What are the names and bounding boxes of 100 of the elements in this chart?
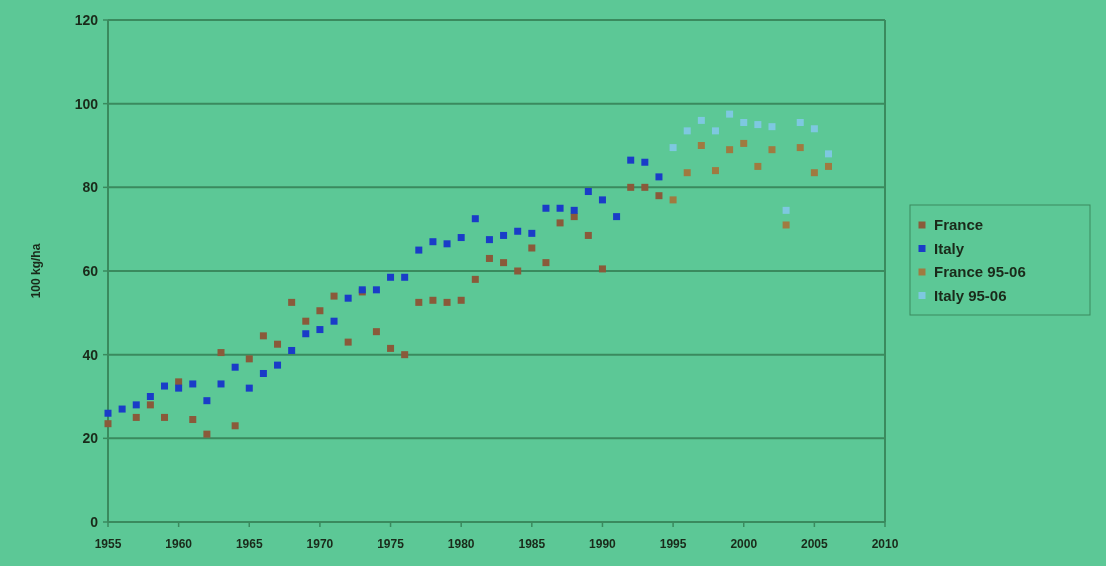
point: [401, 351, 409, 359]
point: [697, 116, 705, 124]
point: [161, 382, 169, 390]
point: [457, 296, 465, 304]
point: [203, 430, 211, 438]
point: [598, 265, 606, 273]
point: [104, 409, 112, 417]
point: [514, 267, 522, 275]
point: [429, 238, 437, 246]
point: [697, 142, 705, 149]
point: [824, 150, 832, 158]
point: [274, 340, 282, 348]
point: [782, 221, 790, 229]
legend-label: Italy: [934, 239, 965, 257]
legend-label: Italy 95-06: [934, 286, 1007, 304]
x-tick-label: 1990: [589, 537, 617, 551]
point: [231, 422, 239, 430]
point: [542, 204, 550, 212]
point: [528, 229, 536, 237]
point: [245, 384, 253, 392]
point: [669, 196, 677, 204]
point: [810, 169, 818, 177]
point: [316, 326, 324, 334]
point: [584, 231, 592, 239]
point: [500, 231, 508, 239]
point: [443, 298, 451, 306]
point: [344, 294, 352, 302]
point: [146, 401, 154, 409]
point: [372, 328, 380, 336]
y-tick-label: 100: [74, 95, 99, 112]
point: [457, 234, 465, 242]
point: [754, 121, 762, 129]
point: [570, 206, 578, 214]
point: [711, 167, 719, 175]
x-tick-label: 1965: [235, 537, 263, 551]
point: [302, 317, 310, 325]
point: [556, 219, 564, 227]
point: [429, 296, 437, 304]
point: [542, 259, 550, 267]
point: [584, 188, 592, 196]
point: [146, 393, 154, 400]
point: [598, 196, 606, 204]
point: [104, 420, 112, 428]
point: [627, 183, 635, 191]
x-tick-label: 1995: [659, 537, 687, 551]
point: [415, 298, 423, 306]
point: [189, 380, 197, 388]
point: [259, 369, 267, 377]
point: [203, 397, 211, 405]
legend-label: France: [934, 216, 984, 234]
point: [302, 330, 310, 338]
point: [132, 413, 140, 421]
point: [655, 173, 663, 181]
point: [740, 118, 748, 126]
point: [740, 139, 748, 147]
point: [344, 338, 352, 346]
x-tick-label: 1985: [518, 537, 546, 551]
point: [316, 307, 324, 315]
point: [655, 192, 663, 200]
point: [372, 286, 380, 294]
point: [711, 127, 719, 135]
x-tick-label: 1960: [165, 537, 193, 551]
point: [754, 162, 762, 170]
y-tick-label: 60: [82, 262, 99, 279]
point: [768, 123, 776, 131]
x-tick-label: 1980: [447, 537, 475, 551]
point: [245, 355, 253, 363]
x-tick-label: 2005: [801, 537, 829, 551]
point: [217, 380, 225, 388]
point: [810, 125, 818, 133]
point: [514, 227, 522, 235]
point: [118, 405, 126, 413]
x-tick-label: 1975: [377, 537, 405, 551]
point: [641, 183, 649, 191]
x-tick-label: 2000: [730, 537, 758, 551]
point: [274, 361, 282, 369]
point: [189, 416, 197, 424]
point: [471, 215, 479, 223]
point: [726, 146, 734, 154]
point: [782, 206, 790, 214]
point: [613, 213, 621, 221]
point: [161, 413, 169, 421]
point: [556, 204, 564, 212]
point: [175, 378, 183, 386]
point: [330, 292, 338, 300]
point: [132, 401, 140, 409]
point: [528, 244, 536, 252]
point: [401, 273, 409, 281]
point: [217, 349, 225, 357]
point: [641, 158, 649, 166]
point: [796, 144, 804, 152]
point: [231, 363, 239, 371]
point: [288, 298, 296, 306]
point: [259, 332, 267, 340]
point: [443, 240, 451, 248]
point: [683, 127, 691, 135]
y-tick-label: 120: [74, 11, 99, 28]
point: [824, 162, 832, 170]
point: [768, 146, 776, 154]
y-tick-label: 20: [82, 430, 99, 447]
